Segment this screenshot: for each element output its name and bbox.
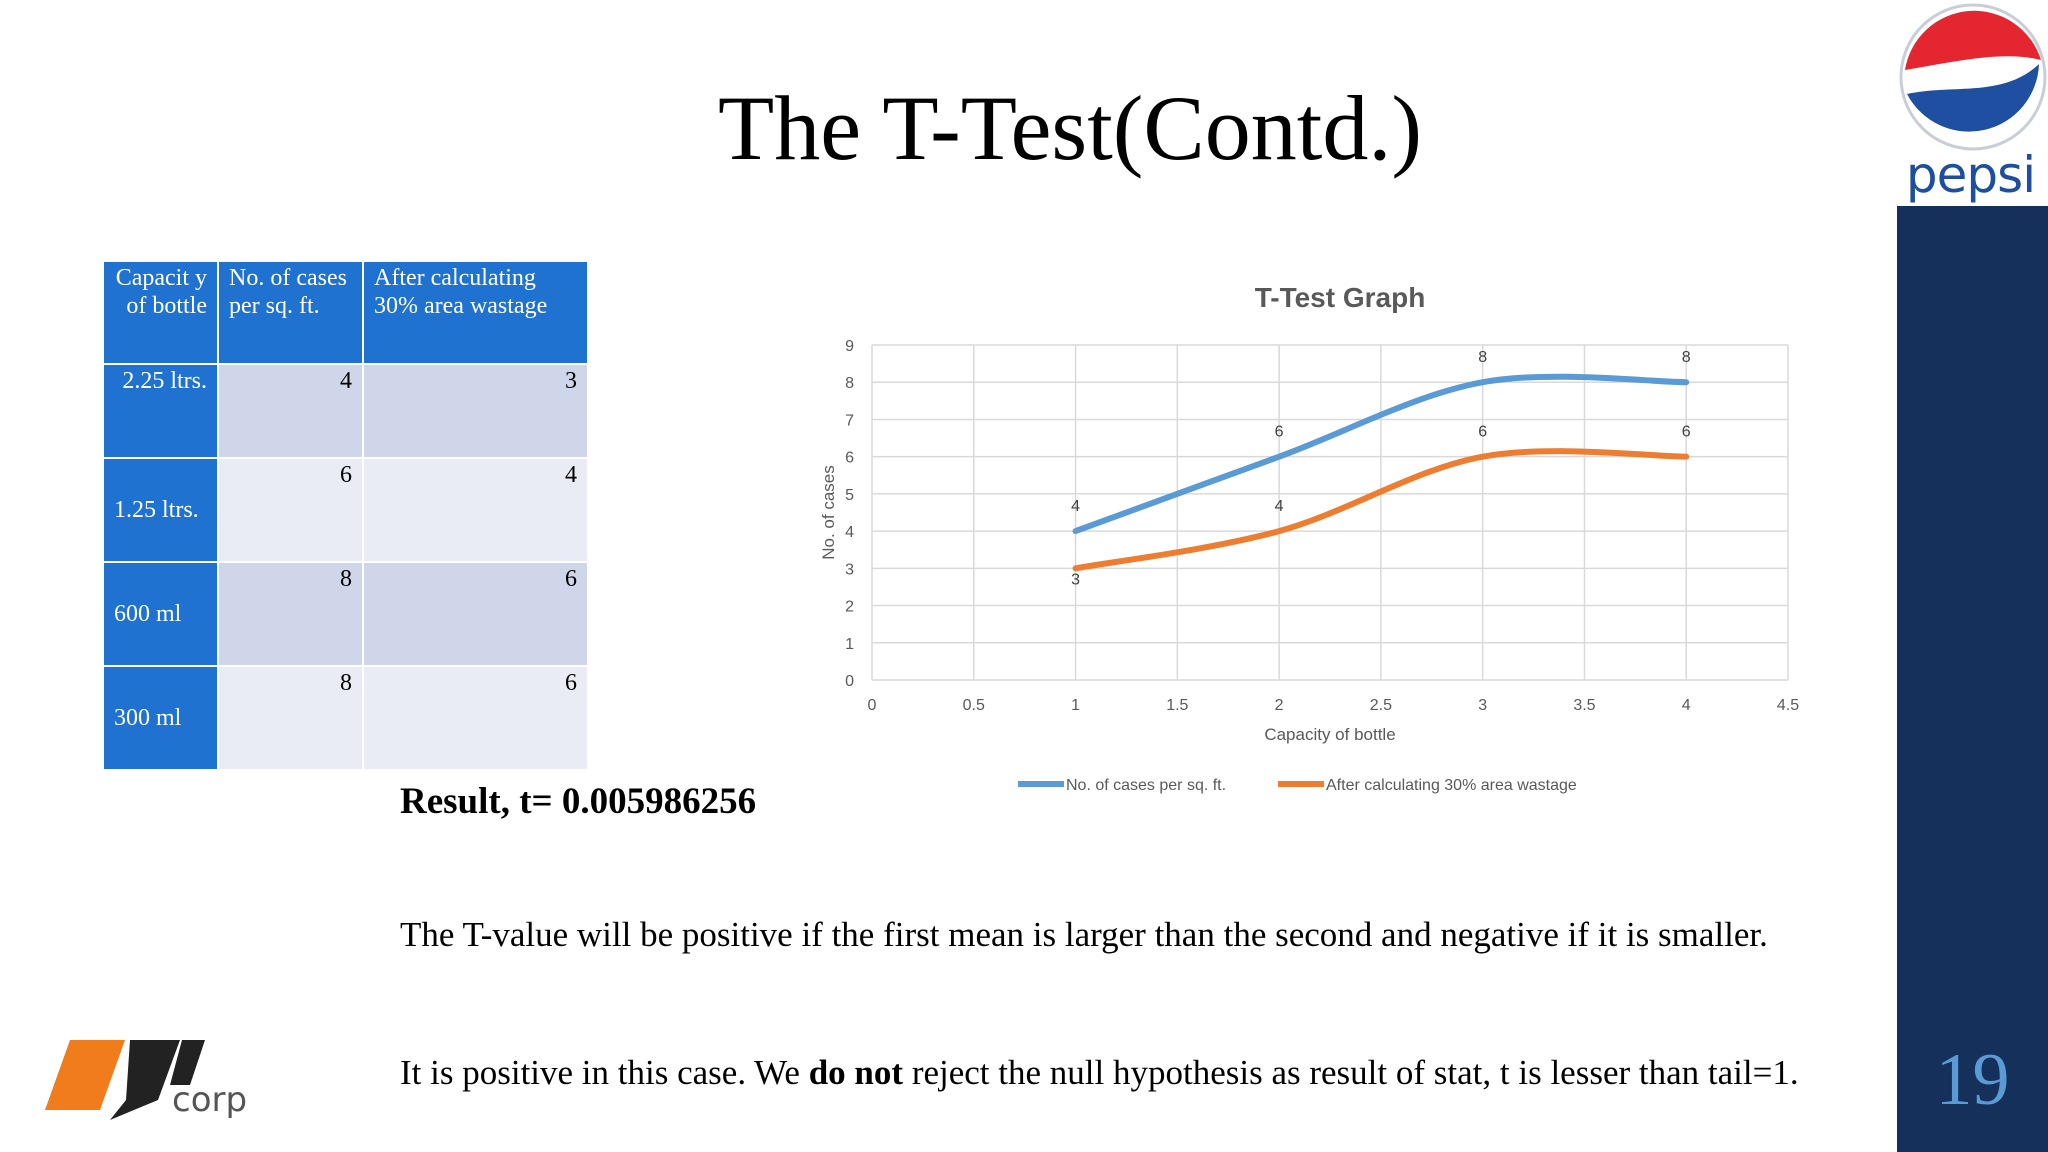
- row-after: 6: [362, 665, 589, 771]
- table-header-row: Capacit y of bottle No. of cases per sq.…: [102, 260, 589, 365]
- legend-label: After calculating 30% area wastage: [1326, 777, 1577, 794]
- page-number: 19: [1935, 1039, 2010, 1121]
- x-tick-label: 4: [1682, 697, 1691, 714]
- pepsi-wordmark: pepsi: [1905, 146, 2036, 204]
- slide-title: The T-Test(Contd.): [718, 77, 1422, 179]
- t-test-chart: T-Test Graph 0 1 2 3 4 5 6 7 8 9 0 0.5 1 1.5 2 2.5 3 3.5 4 4…: [819, 282, 1799, 794]
- y-tick-label: 9: [845, 338, 854, 355]
- x-tick-label: 3: [1478, 697, 1487, 714]
- row-cases: 6: [217, 457, 364, 563]
- table-row: 300 ml 8 6: [102, 665, 589, 771]
- conclusion-text-start: It is positive in this case. We: [400, 1053, 809, 1092]
- row-capacity: 1.25 ltrs.: [102, 457, 219, 563]
- data-label: 4: [1275, 498, 1284, 515]
- y-tick-label: 4: [845, 524, 854, 541]
- x-axis-label: Capacity of bottle: [1264, 725, 1395, 744]
- corp-logo: [45, 1040, 205, 1120]
- result-text: Result, t= 0.005986256: [400, 781, 757, 822]
- row-capacity: 600 ml: [102, 561, 219, 667]
- y-axis-label: No. of cases: [819, 465, 838, 560]
- conclusion-paragraph: It is positive in this case. We do not r…: [400, 1050, 1860, 1096]
- x-tick-label: 4.5: [1777, 697, 1799, 714]
- x-tick-label: 1.5: [1166, 697, 1188, 714]
- data-label: 6: [1478, 424, 1487, 441]
- table-row: 2.25 ltrs. 4 3: [102, 363, 589, 459]
- x-tick-label: 2.5: [1370, 697, 1392, 714]
- conclusion-text-end: reject the null hypothesis as result of …: [903, 1053, 1799, 1092]
- y-tick-label: 2: [845, 599, 854, 616]
- x-tick-label: 0.5: [963, 697, 985, 714]
- data-label: 8: [1682, 349, 1691, 366]
- y-tick-label: 8: [845, 375, 854, 392]
- row-cases: 4: [217, 363, 364, 459]
- row-after: 3: [362, 363, 589, 459]
- x-tick-label: 3.5: [1573, 697, 1595, 714]
- series-line-1: [1072, 373, 1690, 535]
- data-label: 3: [1071, 571, 1080, 588]
- row-capacity: 300 ml: [102, 665, 219, 771]
- series-line-2: [1072, 448, 1690, 572]
- legend-label: No. of cases per sq. ft.: [1066, 777, 1226, 794]
- y-tick-label: 0: [845, 673, 854, 690]
- row-after: 4: [362, 457, 589, 563]
- y-tick-label: 5: [845, 487, 854, 504]
- row-cases: 8: [217, 665, 364, 771]
- data-label: 6: [1682, 424, 1691, 441]
- y-tick-label: 6: [845, 450, 854, 467]
- table-row: 1.25 ltrs. 6 4: [102, 457, 589, 563]
- chart-title: T-Test Graph: [1255, 282, 1426, 313]
- pepsi-logo: [1899, 3, 2047, 151]
- corp-wordmark: corp: [172, 1080, 248, 1120]
- header-capacity: Capacit y of bottle: [102, 260, 219, 365]
- explanation-paragraph: The T-value will be positive if the firs…: [400, 915, 1768, 954]
- data-label: 4: [1071, 498, 1080, 515]
- data-label: 6: [1275, 424, 1284, 441]
- row-cases: 8: [217, 561, 364, 667]
- x-tick-label: 2: [1275, 697, 1284, 714]
- row-capacity: 2.25 ltrs.: [102, 363, 219, 459]
- y-tick-label: 7: [845, 412, 854, 429]
- header-cases: No. of cases per sq. ft.: [217, 260, 364, 365]
- y-tick-label: 1: [845, 636, 854, 653]
- table-row: 600 ml 8 6: [102, 561, 589, 667]
- y-tick-label: 3: [845, 561, 854, 578]
- x-tick-label: 0: [868, 697, 877, 714]
- data-label: 8: [1478, 349, 1487, 366]
- sidebar-strip: [1897, 206, 2048, 1152]
- data-table: Capacit y of bottle No. of cases per sq.…: [102, 260, 589, 771]
- row-after: 6: [362, 561, 589, 667]
- conclusion-bold: do not: [808, 1053, 904, 1092]
- x-tick-label: 1: [1071, 697, 1080, 714]
- header-after: After calculating 30% area wastage: [362, 260, 589, 365]
